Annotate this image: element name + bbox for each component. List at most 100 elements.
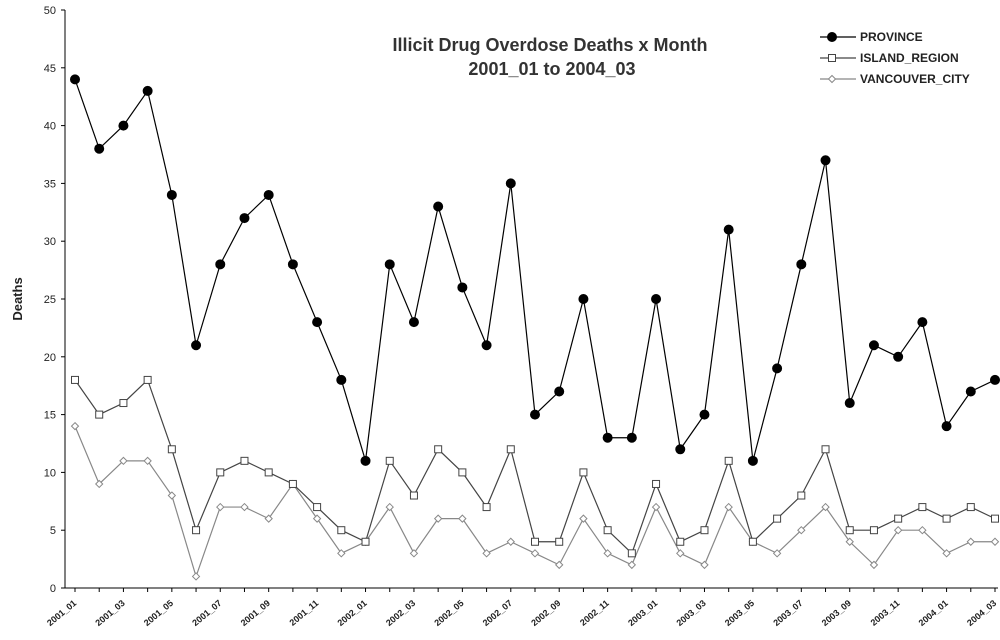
- data-point-vancouver-city: [724, 502, 733, 512]
- data-point-province: [505, 178, 516, 189]
- data-point-vancouver-city: [579, 514, 588, 523]
- data-point-province: [747, 455, 758, 466]
- data-point-island-region: [724, 456, 733, 465]
- series-province: [70, 74, 1000, 466]
- data-point-island-region: [821, 445, 830, 454]
- data-point-province: [239, 213, 250, 224]
- data-point-island-region: [894, 514, 903, 523]
- data-point-island-region: [119, 399, 128, 408]
- data-point-province: [820, 155, 831, 166]
- data-point-vancouver-city: [337, 549, 346, 558]
- data-point-island-region: [482, 503, 491, 512]
- y-tick-label: 0: [50, 583, 56, 595]
- data-point-island-region: [240, 456, 249, 465]
- data-point-island-region: [797, 491, 806, 500]
- y-tick-label: 20: [44, 352, 56, 364]
- data-point-vancouver-city: [264, 514, 273, 523]
- y-tick-label: 25: [44, 294, 56, 306]
- chart-subtitle: 2001_01 to 2004_03: [468, 59, 635, 79]
- data-point-vancouver-city: [409, 549, 419, 558]
- data-point-island-region: [603, 526, 612, 535]
- data-point-province: [844, 398, 855, 409]
- data-point-province: [578, 294, 589, 304]
- data-point-province: [191, 340, 202, 351]
- data-point-province: [893, 351, 904, 362]
- data-point-province: [941, 421, 952, 432]
- data-point-vancouver-city: [95, 479, 104, 489]
- data-point-province: [626, 432, 637, 443]
- y-tick-label: 5: [50, 525, 56, 537]
- legend-item-vancouver-city: VANCOUVER_CITY: [820, 72, 970, 86]
- data-point-island-region: [748, 537, 757, 546]
- data-point-province: [651, 294, 662, 304]
- data-point-island-region: [555, 537, 564, 546]
- data-point-vancouver-city: [651, 502, 661, 512]
- legend-marker-island-region: [828, 54, 836, 62]
- data-point-vancouver-city: [191, 572, 201, 581]
- data-point-province: [554, 386, 565, 397]
- data-point-vancouver-city: [458, 514, 467, 523]
- data-point-province: [965, 386, 976, 397]
- data-point-island-region: [337, 526, 346, 535]
- y-tick-label: 50: [44, 5, 56, 17]
- data-point-island-region: [385, 456, 394, 465]
- data-point-province: [602, 432, 613, 443]
- data-point-island-region: [409, 491, 418, 500]
- data-point-island-region: [458, 468, 467, 477]
- data-point-vancouver-city: [700, 560, 709, 570]
- data-point-province: [287, 259, 298, 270]
- data-point-province: [772, 363, 783, 374]
- data-point-vancouver-city: [966, 537, 975, 546]
- data-point-vancouver-city: [240, 502, 249, 512]
- chart-title: Illicit Drug Overdose Deaths x Month: [392, 35, 707, 55]
- y-tick-label: 10: [44, 467, 56, 479]
- data-point-province: [481, 340, 492, 351]
- data-point-province: [70, 74, 80, 85]
- data-point-island-region: [288, 479, 297, 488]
- data-point-island-region: [845, 526, 854, 535]
- y-tick-label: 40: [44, 121, 56, 133]
- data-point-vancouver-city: [312, 514, 322, 523]
- data-point-vancouver-city: [918, 525, 927, 535]
- data-point-vancouver-city: [821, 502, 830, 512]
- data-point-province: [433, 201, 444, 212]
- data-point-province: [312, 317, 323, 328]
- series-island-region: [71, 375, 999, 558]
- data-point-vancouver-city: [942, 549, 951, 558]
- data-point-island-region: [966, 503, 975, 512]
- data-point-province: [263, 189, 274, 200]
- data-point-province: [384, 259, 395, 270]
- data-point-island-region: [676, 537, 685, 546]
- data-point-vancouver-city: [143, 456, 152, 466]
- data-point-province: [94, 143, 105, 154]
- data-point-province: [796, 259, 807, 270]
- series-vancouver-city: [70, 421, 1000, 581]
- data-point-island-region: [506, 445, 515, 454]
- data-point-island-region: [143, 375, 152, 384]
- data-point-province: [336, 374, 347, 385]
- data-point-island-region: [942, 514, 951, 523]
- data-point-province: [723, 224, 734, 235]
- data-point-vancouver-city: [530, 549, 540, 558]
- legend-marker-province: [827, 32, 837, 42]
- data-point-vancouver-city: [893, 525, 903, 535]
- data-point-province: [118, 120, 129, 131]
- data-point-province: [166, 189, 177, 200]
- data-point-vancouver-city: [70, 421, 80, 431]
- data-point-vancouver-city: [506, 537, 515, 546]
- legend-item-island-region: ISLAND_REGION: [820, 51, 959, 65]
- data-point-island-region: [192, 526, 201, 535]
- y-axis-ticks: 0 5 10 15 20 25 30 35 40 45 50: [44, 5, 65, 595]
- data-point-vancouver-city: [772, 549, 782, 558]
- y-tick-label: 30: [44, 236, 56, 248]
- data-point-vancouver-city: [555, 560, 564, 570]
- data-point-island-region: [71, 375, 79, 384]
- data-point-vancouver-city: [627, 560, 637, 570]
- legend: PROVINCE ISLAND_REGION VANCOUVER_CITY: [820, 30, 970, 86]
- data-point-island-region: [531, 537, 539, 546]
- data-point-vancouver-city: [167, 491, 177, 500]
- data-point-island-region: [167, 445, 176, 454]
- data-point-vancouver-city: [603, 549, 612, 558]
